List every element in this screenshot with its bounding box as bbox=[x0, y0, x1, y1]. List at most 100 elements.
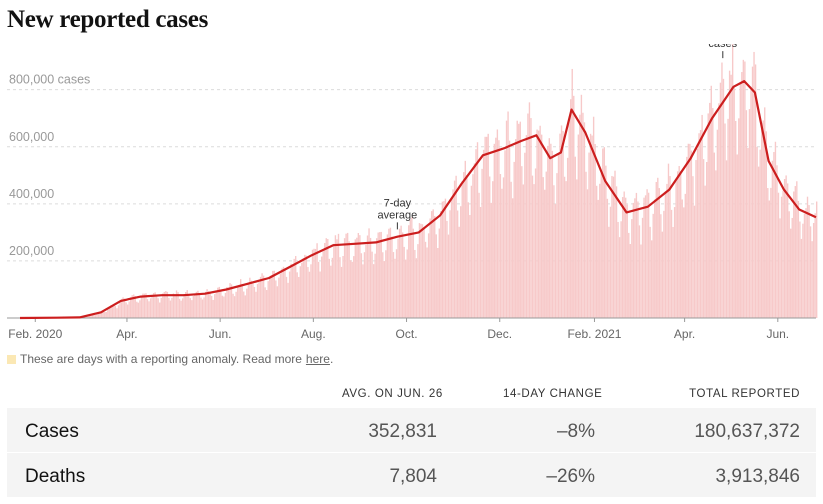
daily-bar bbox=[406, 249, 408, 318]
daily-bar bbox=[577, 134, 580, 318]
row-label: Deaths bbox=[25, 466, 86, 487]
daily-bar bbox=[148, 301, 150, 318]
daily-bar bbox=[375, 238, 378, 318]
daily-bar bbox=[504, 150, 506, 318]
daily-bar bbox=[556, 173, 558, 318]
daily-bar bbox=[756, 146, 758, 318]
daily-bar bbox=[229, 283, 231, 318]
daily-bar bbox=[424, 241, 427, 318]
x-tick-label: Oct. bbox=[396, 327, 418, 341]
daily-bar bbox=[146, 299, 149, 318]
daily-bar bbox=[741, 72, 743, 318]
daily-bar bbox=[168, 297, 170, 318]
daily-bar bbox=[281, 268, 283, 318]
daily-bar bbox=[492, 181, 494, 318]
daily-bar bbox=[374, 253, 376, 318]
daily-bar bbox=[771, 160, 774, 318]
daily-bar bbox=[493, 143, 496, 318]
daily-bar bbox=[354, 239, 356, 318]
daily-bar bbox=[791, 217, 793, 318]
daily-bar bbox=[319, 271, 321, 318]
row-label: Cases bbox=[25, 421, 79, 442]
daily-bar bbox=[284, 268, 286, 318]
daily-bar bbox=[498, 140, 500, 318]
daily-bar bbox=[562, 131, 564, 318]
daily-bar bbox=[747, 148, 749, 318]
daily-bar bbox=[482, 149, 485, 318]
daily-bar bbox=[718, 103, 720, 318]
x-tick-label: Dec. bbox=[487, 327, 512, 341]
daily-bar bbox=[282, 266, 285, 318]
daily-bar bbox=[140, 297, 143, 318]
daily-bar bbox=[131, 295, 133, 318]
daily-bar bbox=[398, 228, 401, 318]
daily-bar bbox=[198, 293, 201, 318]
daily-bar bbox=[178, 298, 181, 318]
anomaly-note: These are days with a reporting anomaly.… bbox=[7, 352, 333, 366]
daily-bar bbox=[539, 125, 541, 318]
daily-bar bbox=[698, 133, 700, 318]
daily-bar bbox=[513, 161, 515, 318]
x-tick-label: Feb. 2020 bbox=[8, 327, 62, 341]
daily-bar bbox=[661, 231, 664, 318]
daily-bar bbox=[692, 176, 694, 318]
daily-bar bbox=[388, 228, 390, 318]
row-change: –8% bbox=[556, 421, 595, 442]
daily-bar bbox=[246, 288, 248, 318]
daily-bar bbox=[453, 180, 456, 318]
daily-bar bbox=[786, 183, 789, 318]
daily-bar bbox=[709, 102, 711, 318]
daily-bar bbox=[469, 215, 471, 318]
daily-bar bbox=[456, 210, 459, 318]
daily-bar bbox=[107, 309, 109, 318]
daily-bar bbox=[166, 291, 169, 318]
daily-bar bbox=[382, 252, 384, 318]
daily-bar bbox=[235, 291, 237, 318]
daily-bar bbox=[230, 284, 233, 318]
daily-bar bbox=[510, 181, 512, 318]
daily-bar bbox=[472, 174, 474, 318]
daily-bar bbox=[123, 298, 126, 318]
daily-bar bbox=[583, 122, 586, 318]
daily-bar bbox=[518, 123, 520, 318]
read-more-link[interactable]: here bbox=[305, 352, 330, 366]
daily-bar bbox=[423, 227, 425, 318]
anomaly-period: . bbox=[329, 352, 334, 366]
daily-bar bbox=[628, 232, 630, 318]
daily-bar bbox=[174, 294, 176, 318]
daily-bar bbox=[782, 190, 784, 318]
daily-bar bbox=[654, 199, 656, 318]
daily-bar bbox=[490, 202, 492, 318]
daily-bar bbox=[330, 265, 332, 318]
daily-bar bbox=[466, 174, 468, 318]
daily-bar bbox=[727, 118, 729, 318]
daily-bar bbox=[770, 187, 772, 318]
daily-bar bbox=[311, 249, 314, 318]
daily-bar bbox=[806, 196, 809, 318]
header-change: 14-DAY CHANGE bbox=[503, 388, 603, 400]
x-tick-label: Jun. bbox=[766, 327, 789, 341]
daily-bar bbox=[411, 217, 413, 318]
daily-bar bbox=[625, 197, 627, 318]
daily-bar bbox=[455, 175, 457, 318]
daily-bar bbox=[401, 232, 404, 318]
daily-bar bbox=[785, 175, 787, 318]
daily-bar bbox=[693, 205, 696, 318]
daily-bar bbox=[484, 136, 486, 318]
daily-bar bbox=[133, 294, 135, 318]
daily-bar bbox=[684, 193, 686, 318]
daily-bar bbox=[476, 142, 479, 318]
daily-bar bbox=[606, 198, 609, 318]
daily-bar bbox=[191, 300, 193, 318]
daily-bar bbox=[516, 120, 518, 318]
daily-bar bbox=[626, 204, 628, 318]
daily-bar bbox=[495, 137, 497, 318]
daily-bar bbox=[675, 181, 677, 318]
daily-bar bbox=[707, 113, 709, 318]
daily-bar bbox=[701, 114, 703, 318]
x-tick-label: Apr. bbox=[674, 327, 695, 341]
daily-bar bbox=[264, 287, 266, 318]
daily-bar bbox=[744, 61, 746, 319]
daily-bar bbox=[696, 148, 699, 318]
daily-bar bbox=[359, 235, 361, 318]
